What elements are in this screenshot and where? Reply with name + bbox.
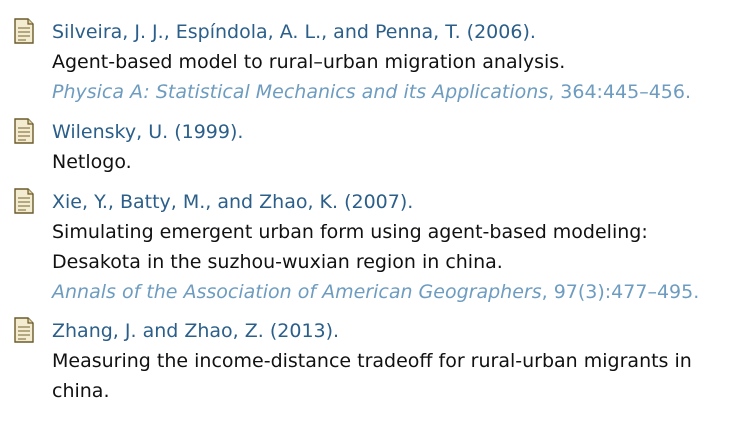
reference-title: china.	[52, 380, 110, 402]
reference-title: Measuring the income-distance tradeoff f…	[52, 350, 692, 372]
document-icon	[12, 18, 36, 44]
document-icon	[12, 317, 36, 343]
reference-authors: Zhang, J. and Zhao, Z. (2013).	[52, 320, 340, 342]
document-icon	[12, 118, 36, 144]
reference-authors: Xie, Y., Batty, M., and Zhao, K. (2007).	[52, 191, 414, 213]
reference-authors: Silveira, J. J., Espíndola, A. L., and P…	[52, 21, 536, 43]
reference-venue: Physica A: Statistical Mechanics and its…	[52, 76, 691, 108]
reference-venue: Annals of the Association of American Ge…	[52, 276, 699, 308]
reference-title: Desakota in the suzhou-wuxian region in …	[52, 251, 503, 273]
reference-title: Agent-based model to rural–urban migrati…	[52, 51, 566, 73]
document-icon	[12, 188, 36, 214]
reference-journal: Physica A: Statistical Mechanics and its…	[52, 81, 549, 103]
reference-details: , 97(3):477–495.	[541, 281, 700, 303]
reference-details: , 364:445–456.	[548, 81, 692, 103]
reference-journal: Annals of the Association of American Ge…	[52, 281, 542, 303]
reference-title: Simulating emergent urban form using age…	[52, 221, 648, 243]
reference-title: Netlogo.	[52, 151, 132, 173]
reference-authors: Wilensky, U. (1999).	[52, 121, 244, 143]
